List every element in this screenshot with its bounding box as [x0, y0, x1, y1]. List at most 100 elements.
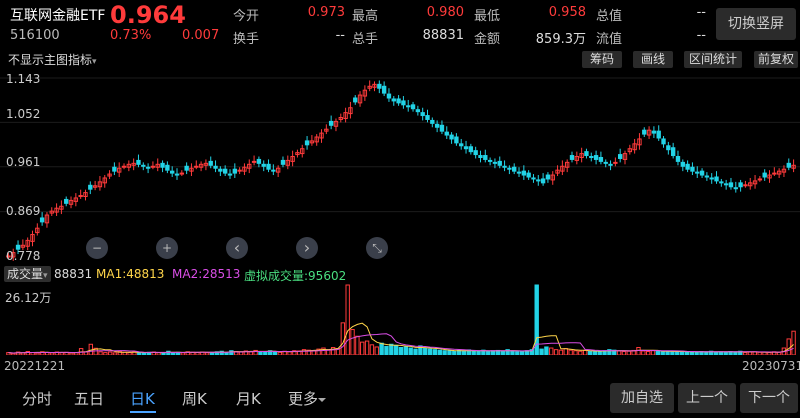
tab-five-day[interactable]: 五日 — [74, 390, 105, 408]
candle — [309, 135, 315, 146]
volume-bar — [108, 351, 113, 355]
tab-daily-k[interactable]: 日K — [130, 390, 155, 408]
tab-weekly-k[interactable]: 周K — [182, 390, 207, 408]
candle — [131, 158, 136, 171]
volume-header: 成交量▾ 88831 MA1:48813 MA2:28513 虚拟成交量:956… — [0, 265, 800, 283]
candle-body — [88, 184, 93, 190]
candle-body — [492, 161, 498, 164]
candle — [487, 157, 493, 166]
draw-line-button[interactable]: 画线 — [633, 51, 673, 68]
candle-body — [15, 244, 21, 250]
candle-body — [512, 166, 517, 172]
collapse-icon[interactable]: ⤡ — [366, 237, 388, 259]
candle — [391, 96, 396, 106]
candle-body — [92, 185, 98, 188]
chevron-left-icon[interactable]: ‹ — [226, 237, 248, 259]
volume-bar — [117, 351, 123, 355]
volume-bar — [694, 351, 699, 355]
candle — [791, 159, 796, 173]
candle — [261, 160, 266, 172]
chips-button[interactable]: 筹码 — [582, 51, 622, 68]
candle-body — [20, 244, 26, 248]
candle-body — [463, 146, 469, 150]
zoom-in-icon[interactable]: + — [156, 237, 178, 259]
end-date: 20230731 — [742, 359, 800, 373]
volume-bar — [563, 348, 568, 355]
candle — [78, 189, 83, 199]
candle — [242, 163, 247, 176]
candle — [92, 180, 98, 191]
volume-bar — [544, 346, 549, 355]
value-amount: 859.3万 — [535, 32, 586, 47]
candle — [179, 170, 185, 177]
candlestick-chart[interactable] — [0, 70, 800, 262]
volume-bar — [360, 341, 365, 355]
volume-bar — [374, 346, 379, 355]
next-button[interactable]: 下一个 — [740, 383, 798, 413]
candle-body — [584, 151, 589, 157]
volume-chart[interactable] — [0, 283, 800, 355]
volume-bar — [243, 350, 249, 355]
volume-bar — [355, 335, 360, 355]
candle-body — [141, 164, 146, 167]
volume-indicator-select[interactable]: 成交量▾ — [4, 266, 51, 282]
volume-bar — [660, 351, 665, 355]
change-percent: 0.73% — [110, 28, 152, 43]
candle-body — [232, 168, 237, 174]
candle — [367, 80, 372, 92]
volume-bar — [127, 352, 132, 355]
candle — [656, 125, 661, 141]
candle — [64, 196, 69, 207]
candle — [68, 196, 74, 209]
volume-bar — [713, 351, 719, 355]
volume-bar — [398, 346, 404, 355]
candle-body — [54, 207, 59, 213]
candle — [516, 167, 522, 177]
candle — [569, 151, 575, 163]
volume-bar — [384, 345, 389, 355]
tab-monthly-k[interactable]: 月K — [236, 390, 261, 408]
candle-body — [776, 170, 782, 175]
candle-body — [314, 136, 319, 143]
candle — [362, 85, 368, 101]
zoom-out-icon[interactable]: − — [86, 237, 108, 259]
caret-down-icon: ▾ — [92, 57, 97, 67]
tab-intraday[interactable]: 分时 — [22, 390, 53, 408]
candle — [776, 168, 782, 178]
candle — [353, 95, 358, 105]
candle-body — [478, 155, 483, 158]
volume-bar — [767, 352, 772, 355]
candle-body — [415, 109, 421, 113]
candle-body — [348, 107, 353, 115]
volume-bar — [35, 352, 40, 355]
forward-adjust-button[interactable]: 前复权 — [754, 51, 798, 68]
main-indicator-select[interactable]: 不显示主图指标▾ — [8, 51, 97, 68]
volume-bar — [786, 338, 791, 355]
volume-tag-label: 成交量 — [7, 267, 44, 281]
candle-body — [353, 97, 358, 103]
price-tick-1: 1.143 — [6, 72, 41, 86]
chevron-right-icon[interactable]: › — [296, 237, 318, 259]
volume-bar — [112, 352, 118, 355]
previous-button[interactable]: 上一个 — [678, 383, 736, 413]
volume-ma1: MA1:48813 — [96, 267, 165, 281]
candle-body — [786, 162, 791, 168]
candle-body — [690, 166, 695, 172]
main-indicator-label: 不显示主图指标 — [8, 53, 93, 67]
candle-body — [748, 182, 753, 187]
candle — [304, 136, 310, 150]
range-stats-button[interactable]: 区间统计 — [684, 51, 742, 68]
add-watchlist-button[interactable]: 加自选 — [610, 383, 674, 413]
volume-bar — [641, 350, 646, 355]
tab-more[interactable]: 更多 — [288, 388, 327, 409]
volume-bar — [616, 350, 622, 355]
switch-portrait-button[interactable]: 切换竖屏 — [716, 8, 796, 40]
candle — [285, 155, 290, 170]
volume-current: 88831 — [54, 267, 93, 281]
candle-body — [256, 158, 262, 164]
volume-bar — [558, 349, 564, 355]
candle-body — [338, 117, 343, 120]
candle — [690, 162, 695, 176]
candle — [719, 178, 724, 187]
volume-bar — [258, 351, 263, 355]
